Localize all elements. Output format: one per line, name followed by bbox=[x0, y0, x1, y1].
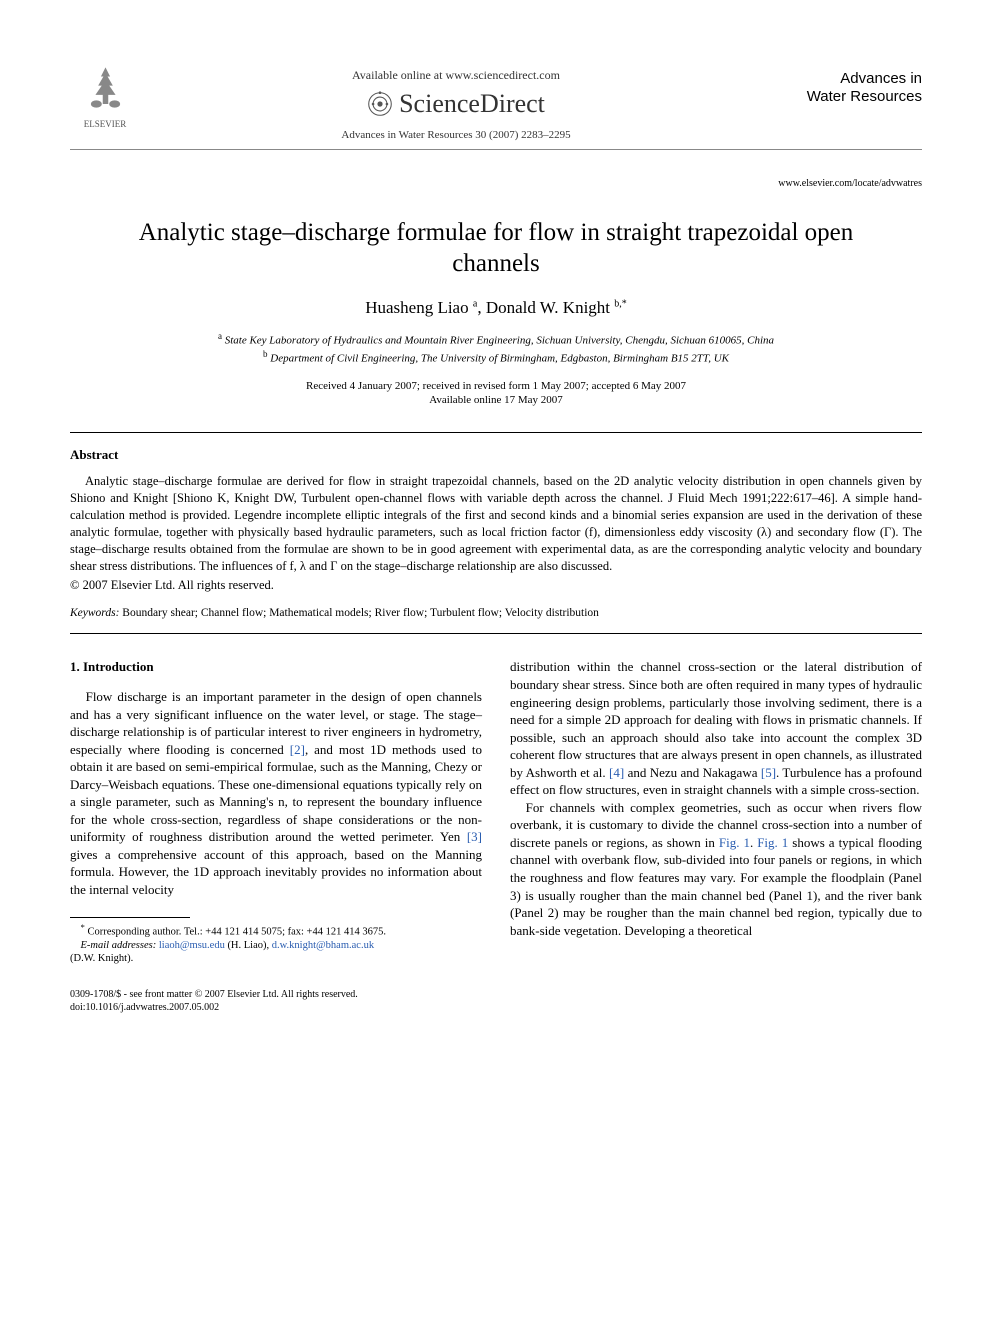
elsevier-tree-icon bbox=[78, 60, 133, 115]
fig-1-link-b[interactable]: Fig. 1 bbox=[757, 835, 788, 850]
footer-line-2: doi:10.1016/j.advwatres.2007.05.002 bbox=[70, 1001, 922, 1014]
journal-title-line2: Water Resources bbox=[772, 88, 922, 106]
abstract-heading: Abstract bbox=[70, 447, 922, 463]
corr-text: Corresponding author. Tel.: +44 121 414 … bbox=[88, 926, 386, 937]
email-1-name: (H. Liao), bbox=[225, 940, 272, 951]
intro-para-2-right: For channels with complex geometries, su… bbox=[510, 799, 922, 939]
affil-a-text: State Key Laboratory of Hydraulics and M… bbox=[225, 334, 774, 346]
header-row: ELSEVIER Available online at www.science… bbox=[70, 60, 922, 141]
email-1[interactable]: liaoh@msu.edu bbox=[159, 940, 225, 951]
center-header: Available online at www.sciencedirect.co… bbox=[140, 60, 772, 141]
column-right: distribution within the channel cross-se… bbox=[510, 658, 922, 966]
journal-url: www.elsevier.com/locate/advwatres bbox=[70, 178, 922, 189]
footnote-rule bbox=[70, 917, 190, 918]
abstract-top-rule bbox=[70, 432, 922, 433]
body-columns: 1. Introduction Flow discharge is an imp… bbox=[70, 658, 922, 966]
author-2-sup: b,* bbox=[614, 298, 627, 309]
affil-a-sup: a bbox=[218, 331, 222, 341]
sciencedirect-brand: ScienceDirect bbox=[140, 89, 772, 119]
author-2: Donald W. Knight bbox=[486, 298, 610, 317]
corresponding-footnote: * Corresponding author. Tel.: +44 121 41… bbox=[70, 922, 482, 939]
email-label: E-mail addresses: bbox=[81, 940, 157, 951]
fig-1-link-a[interactable]: Fig. 1 bbox=[719, 835, 750, 850]
article-dates: Received 4 January 2007; received in rev… bbox=[70, 379, 922, 409]
keywords-text: Boundary shear; Channel flow; Mathematic… bbox=[119, 607, 599, 619]
intro-para-1-left: Flow discharge is an important parameter… bbox=[70, 688, 482, 899]
authors: Huasheng Liao a, Donald W. Knight b,* bbox=[70, 298, 922, 318]
affiliation-b: b Department of Civil Engineering, The U… bbox=[70, 348, 922, 367]
header-rule bbox=[70, 149, 922, 150]
sciencedirect-text: ScienceDirect bbox=[399, 89, 545, 119]
available-date: Available online 17 May 2007 bbox=[70, 393, 922, 408]
article-title: Analytic stage–discharge formulae for fl… bbox=[100, 217, 892, 280]
page-container: ELSEVIER Available online at www.science… bbox=[0, 0, 992, 1054]
abstract-body: Analytic stage–discharge formulae are de… bbox=[70, 473, 922, 574]
footer-line-1: 0309-1708/$ - see front matter © 2007 El… bbox=[70, 988, 922, 1001]
email-2-name: (D.W. Knight). bbox=[70, 952, 482, 966]
ref-4-link[interactable]: [4] bbox=[609, 765, 624, 780]
c2p1b: and Nezu and Nakagawa bbox=[624, 765, 761, 780]
journal-reference: Advances in Water Resources 30 (2007) 22… bbox=[140, 129, 772, 141]
elsevier-logo: ELSEVIER bbox=[70, 60, 140, 129]
c2p1a: distribution within the channel cross-se… bbox=[510, 659, 922, 779]
p1b: , and most 1D methods used to obtain it … bbox=[70, 742, 482, 845]
email-footnote: E-mail addresses: liaoh@msu.edu (H. Liao… bbox=[70, 939, 482, 953]
intro-para-1-right: distribution within the channel cross-se… bbox=[510, 658, 922, 798]
ref-5-link[interactable]: [5] bbox=[761, 765, 776, 780]
page-footer: 0309-1708/$ - see front matter © 2007 El… bbox=[70, 988, 922, 1014]
journal-title-line1: Advances in bbox=[772, 70, 922, 88]
c2p2c: shows a typical flooding channel with ov… bbox=[510, 835, 922, 938]
affiliation-a: a State Key Laboratory of Hydraulics and… bbox=[70, 330, 922, 349]
affiliations: a State Key Laboratory of Hydraulics and… bbox=[70, 330, 922, 367]
column-left: 1. Introduction Flow discharge is an imp… bbox=[70, 658, 482, 966]
sciencedirect-icon bbox=[367, 91, 393, 117]
ref-2-link[interactable]: [2] bbox=[290, 742, 305, 757]
keywords: Keywords: Boundary shear; Channel flow; … bbox=[70, 607, 922, 619]
abstract-bottom-rule bbox=[70, 633, 922, 634]
ref-3-link[interactable]: [3] bbox=[467, 829, 482, 844]
journal-title-box: Advances in Water Resources bbox=[772, 60, 922, 106]
section-1-heading: 1. Introduction bbox=[70, 658, 482, 676]
affil-b-text: Department of Civil Engineering, The Uni… bbox=[270, 353, 729, 365]
affil-b-sup: b bbox=[263, 349, 268, 359]
email-2[interactable]: d.w.knight@bham.ac.uk bbox=[272, 940, 374, 951]
elsevier-label: ELSEVIER bbox=[70, 119, 140, 129]
author-1: Huasheng Liao bbox=[365, 298, 468, 317]
keywords-label: Keywords: bbox=[70, 607, 119, 619]
available-online-text: Available online at www.sciencedirect.co… bbox=[140, 68, 772, 83]
abstract-copyright: © 2007 Elsevier Ltd. All rights reserved… bbox=[70, 578, 922, 593]
p1c: gives a comprehensive account of this ap… bbox=[70, 847, 482, 897]
received-date: Received 4 January 2007; received in rev… bbox=[70, 379, 922, 394]
